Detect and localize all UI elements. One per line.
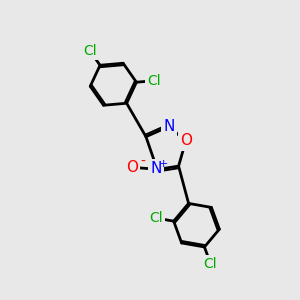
Text: N: N xyxy=(163,119,174,134)
Text: O: O xyxy=(180,134,192,148)
Text: Cl: Cl xyxy=(83,44,97,58)
Text: Cl: Cl xyxy=(149,211,163,225)
Text: Cl: Cl xyxy=(204,257,218,271)
Text: O: O xyxy=(126,160,138,175)
Text: +: + xyxy=(159,159,169,169)
Text: N: N xyxy=(150,161,161,176)
Text: Cl: Cl xyxy=(147,74,161,88)
Text: -: - xyxy=(140,155,145,169)
